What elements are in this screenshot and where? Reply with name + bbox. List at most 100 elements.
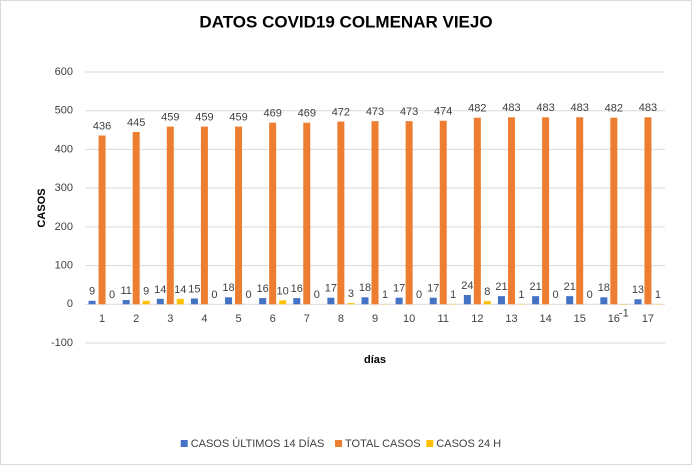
x-tick-label: 14: [539, 313, 551, 325]
data-label: 469: [298, 108, 316, 120]
legend-swatch: [426, 440, 434, 447]
bar: [439, 120, 447, 305]
data-label: 11: [120, 285, 131, 297]
y-tick-label: 500: [55, 105, 73, 117]
data-label: 445: [127, 117, 145, 129]
bar: [371, 121, 379, 305]
x-tick-label: 1: [99, 313, 105, 325]
data-label: 8: [484, 286, 490, 298]
chart-title: DATOS COVID19 COLMENAR VIEJO: [199, 12, 492, 31]
bar: [88, 300, 96, 305]
x-tick-label: 16: [608, 313, 620, 325]
x-tick-label: 17: [642, 313, 654, 325]
data-label: 1: [450, 289, 456, 301]
data-label: 459: [161, 111, 179, 123]
data-label: 18: [222, 282, 234, 294]
x-tick-label: 9: [372, 313, 378, 325]
bar: [303, 122, 311, 305]
bar: [142, 300, 150, 305]
bar: [337, 121, 345, 305]
data-label: 10: [277, 285, 289, 297]
data-label: 473: [366, 106, 384, 118]
bar: [122, 300, 130, 305]
x-tick-label: 8: [338, 313, 344, 325]
y-axis-title: CASOS: [36, 188, 48, 227]
data-label: 0: [245, 289, 251, 301]
data-label: 21: [529, 281, 541, 293]
data-label: 14: [154, 284, 166, 296]
bar: [473, 117, 481, 305]
legend-swatch: [180, 440, 188, 447]
x-tick-label: 13: [505, 313, 517, 325]
x-tick-label: 7: [304, 313, 310, 325]
bar: [327, 297, 335, 305]
data-label: 436: [93, 120, 111, 132]
x-tick-label: 5: [235, 313, 241, 325]
bar: [98, 135, 106, 305]
data-label: 21: [564, 281, 576, 293]
bar: [190, 298, 198, 305]
bar: [483, 301, 491, 305]
y-tick-label: 600: [55, 66, 73, 78]
x-tick-label: 15: [574, 313, 586, 325]
bar: [269, 122, 277, 305]
y-tick-label: 400: [55, 143, 73, 155]
data-label: 473: [400, 106, 418, 118]
legend-label: CASOS 24 H: [436, 438, 501, 450]
legend-label: TOTAL CASOS: [345, 438, 421, 450]
bar: [293, 298, 301, 305]
data-label: 13: [632, 284, 644, 296]
data-label: 18: [598, 282, 610, 294]
x-axis-title: días: [364, 354, 386, 366]
bar: [176, 298, 184, 305]
data-label: 24: [461, 280, 473, 292]
data-label: 483: [536, 102, 554, 114]
data-label: 469: [263, 108, 281, 120]
x-tick-label: 4: [201, 313, 207, 325]
legend-label: CASOS ÚLTIMOS 14 DÍAS: [191, 437, 325, 450]
y-tick-label: 200: [55, 221, 73, 233]
bar: [542, 117, 550, 305]
data-label: 17: [427, 283, 439, 295]
data-label: 483: [502, 102, 520, 114]
data-label: 1: [655, 289, 661, 301]
bar: [644, 117, 652, 305]
bar: [600, 297, 608, 305]
data-label: -1: [619, 308, 629, 320]
y-tick-label: -100: [51, 337, 73, 349]
bar: [507, 117, 515, 305]
data-label: 472: [332, 106, 350, 118]
x-tick-label: 3: [167, 313, 173, 325]
data-label: 16: [291, 283, 303, 295]
bar: [259, 298, 267, 305]
bar: [576, 117, 584, 305]
data-label: 0: [553, 289, 559, 301]
bar: [200, 126, 208, 305]
x-tick-label: 10: [403, 313, 415, 325]
bar: [395, 297, 403, 305]
data-label: 9: [89, 286, 95, 298]
data-label: 0: [587, 289, 593, 301]
bar: [279, 300, 287, 305]
x-tick-label: 11: [438, 313, 449, 325]
bar: [610, 117, 618, 305]
data-label: 0: [211, 289, 217, 301]
data-label: 483: [639, 102, 657, 114]
data-label: 459: [229, 111, 247, 123]
bar: [225, 297, 233, 305]
data-label: 482: [605, 103, 623, 115]
data-label: 18: [359, 282, 371, 294]
data-label: 483: [571, 102, 589, 114]
legend-swatch: [335, 440, 342, 447]
data-label: 17: [325, 283, 337, 295]
data-label: 15: [188, 283, 200, 295]
y-tick-label: 0: [67, 298, 73, 310]
data-label: 474: [434, 106, 452, 118]
data-label: 1: [518, 289, 524, 301]
data-label: 0: [416, 289, 422, 301]
data-label: 482: [468, 103, 486, 115]
data-label: 459: [195, 111, 213, 123]
data-label: 17: [393, 283, 405, 295]
bar: [463, 294, 471, 305]
